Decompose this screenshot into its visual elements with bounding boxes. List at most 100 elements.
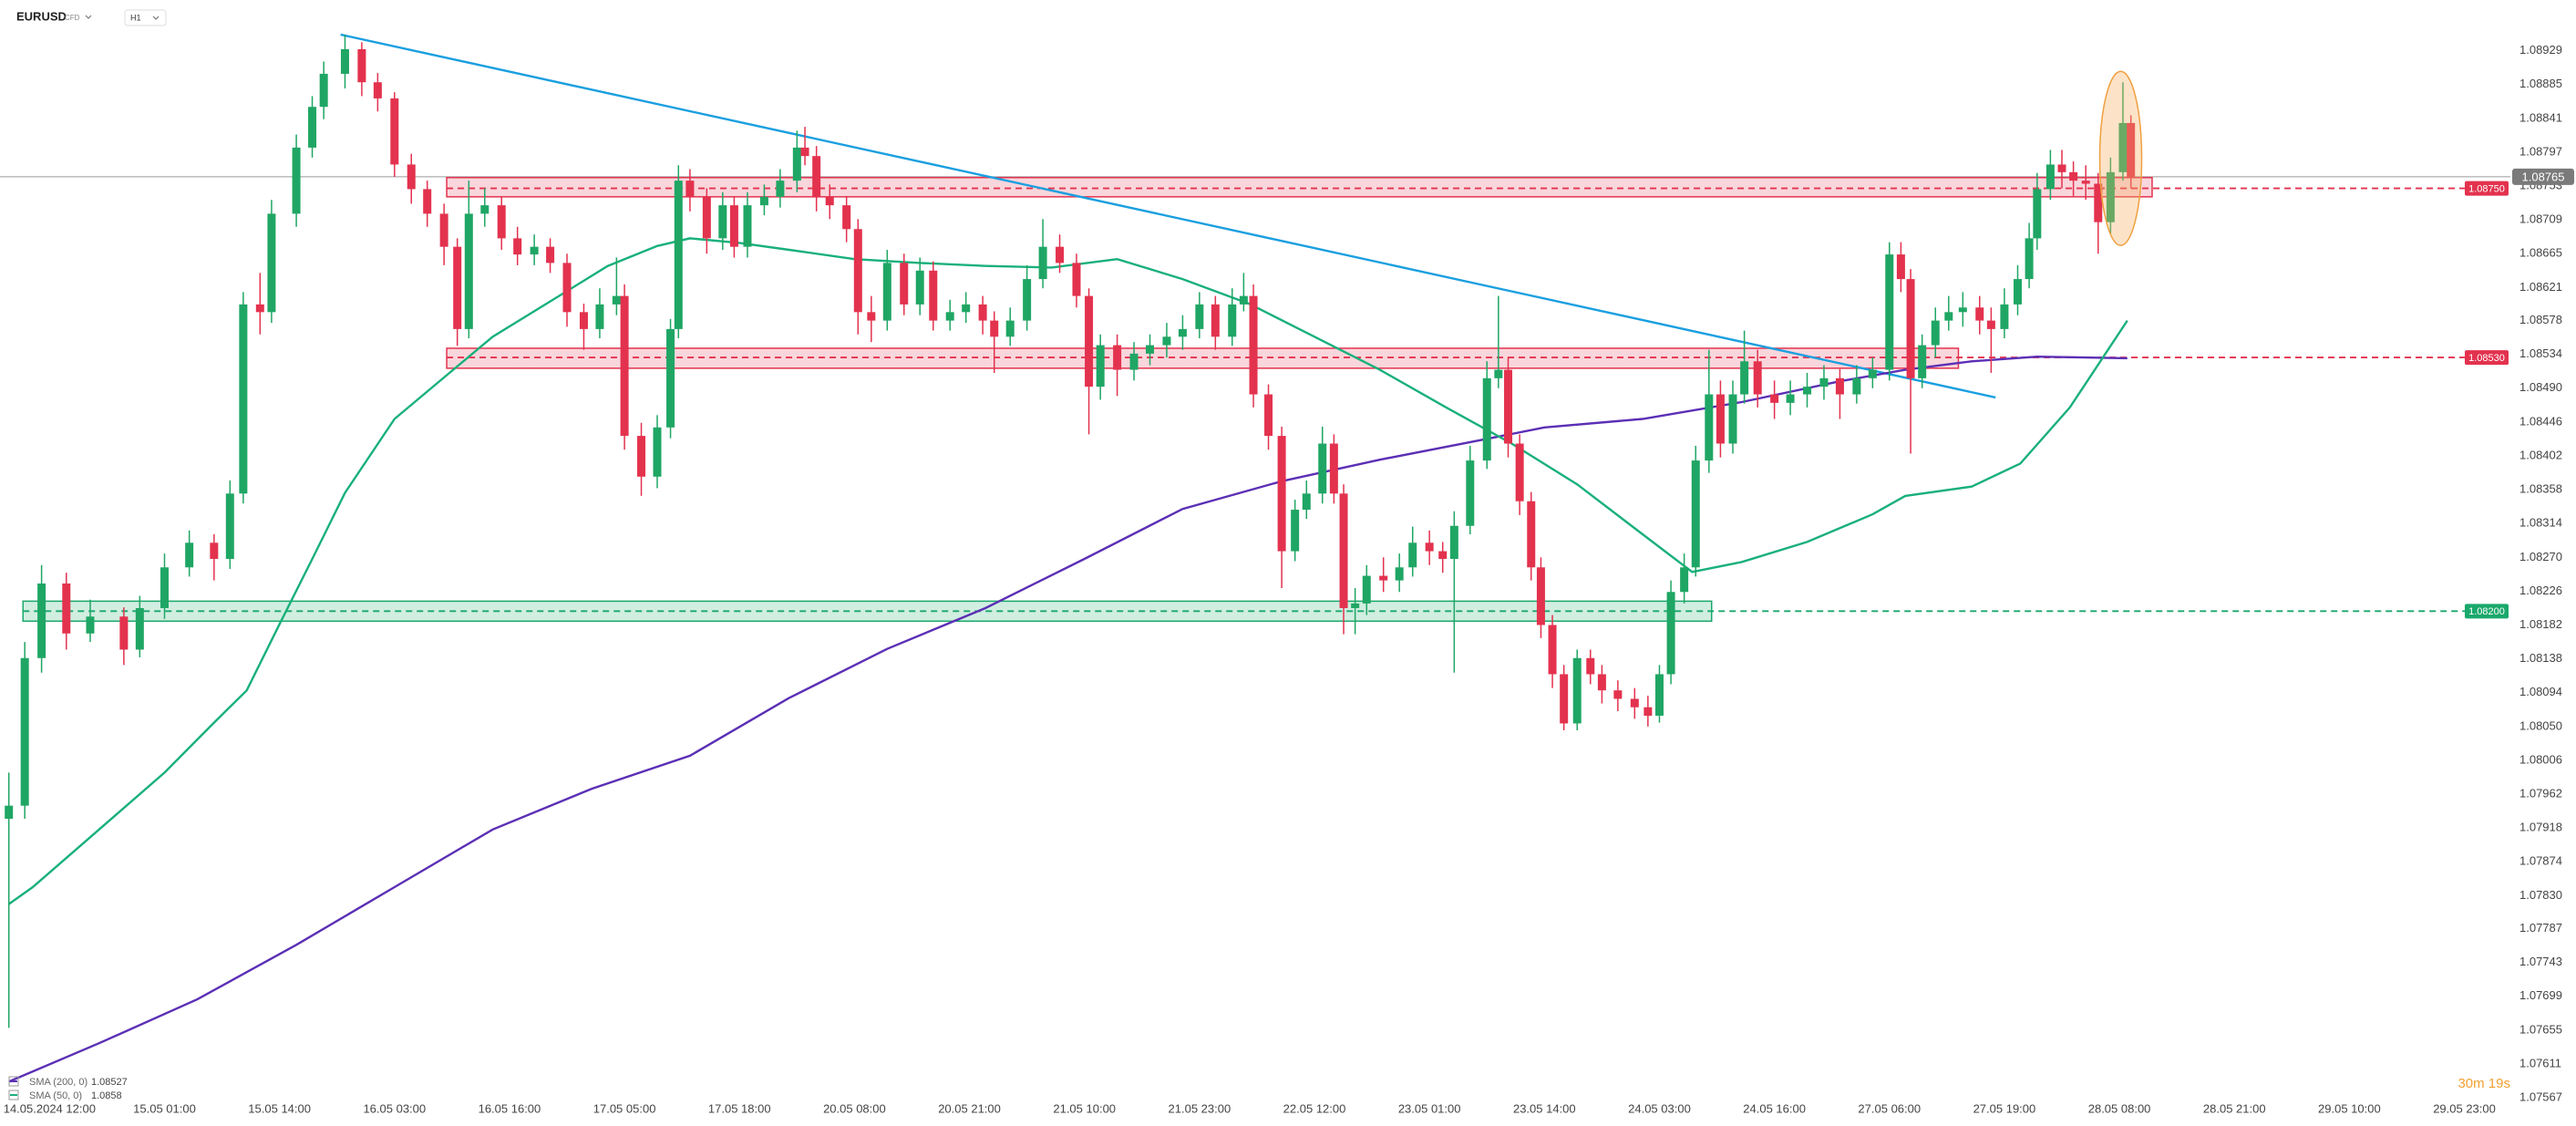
candle-body [1449,525,1458,559]
candle-body [729,205,738,247]
instrument-type: CFD [65,14,80,22]
level-badge [2465,604,2509,619]
y-tick-label: 1.08270 [2519,550,2562,563]
y-tick-label: 1.08797 [2519,144,2562,158]
candle-body [1770,394,1779,403]
candle-body [1975,307,1984,321]
candle-body [439,213,448,247]
timeframe[interactable]: H1 [130,13,141,22]
candle-body [685,181,695,197]
y-tick-label: 1.08138 [2519,651,2562,665]
candle-body [1740,361,1749,395]
candle-body [1868,369,1877,378]
candle-body [1691,460,1700,568]
y-tick-label: 1.08006 [2519,752,2562,766]
candle-body [2081,181,2090,184]
candle-body [637,436,646,477]
candle-body [1228,304,1237,337]
y-tick-label: 1.08094 [2519,685,2562,698]
y-tick-label: 1.07611 [2519,1056,2561,1069]
candle-body [1239,295,1248,305]
candle-body [1096,345,1105,387]
symbol-dropdown[interactable] [85,15,92,19]
candle-body [1918,345,1927,378]
candle-body [2033,189,2042,239]
legend-value: 1.0858 [91,1090,122,1101]
candle-body [1291,510,1300,552]
sma-line [8,355,2128,1083]
candle-body [978,304,987,321]
candle-body [530,246,539,255]
candle-body [1178,328,1187,337]
candle-body [1680,567,1689,593]
candle-body [1958,307,1967,313]
candle-body [1728,394,1737,444]
candle-body [1896,254,1905,280]
candle-body [20,657,29,806]
candle-body [702,196,711,239]
candle-body [1705,394,1714,461]
timeframe-dropdown[interactable] [152,15,160,20]
y-tick-label: 1.08841 [2519,110,2562,124]
candle-body [1379,575,1388,581]
candle-body [1753,361,1762,395]
candle-body [1302,493,1311,511]
candle-body [620,295,629,437]
candle-body [595,304,604,329]
candle-body [423,189,432,214]
candle-body [513,238,522,255]
candle-body [1666,592,1675,675]
x-tick-label: 22.05 12:00 [1283,1101,1346,1115]
candle-body [1944,312,1953,321]
candle-body [2013,279,2022,305]
candle-body [1362,575,1371,604]
candle-body [1195,304,1204,329]
candle-body [185,542,194,568]
candle-body [1129,353,1139,370]
candle-body [2057,164,2066,172]
candle-body [255,304,264,313]
candle-body [842,205,851,230]
last-price-badge [2512,168,2574,185]
countdown: 30m 19s [2458,1076,2510,1091]
y-tick-label: 1.07699 [2519,988,2562,1002]
level-badge [2465,350,2509,366]
candle-body [453,246,462,329]
candle-body [308,107,317,148]
candle-body [962,304,971,313]
y-tick-label: 1.08358 [2519,482,2562,496]
candle-body [1885,254,1894,370]
candle-body [800,147,809,157]
candle-body [1146,345,1155,354]
candle-body [1819,377,1829,387]
candle-body [666,328,675,428]
candle-body [373,82,382,98]
candle-body [292,147,301,214]
candle-body [357,48,366,83]
candle-body [1560,674,1569,724]
x-tick-label: 23.05 14:00 [1513,1101,1576,1115]
symbol[interactable]: EURUSD [16,9,67,23]
timeframe-button[interactable] [124,9,167,26]
candle-body [1852,377,1861,395]
candle-body [2069,171,2078,181]
candle-body [37,583,46,658]
highlight [2098,70,2143,246]
candle-body [160,567,169,608]
y-tick-label: 1.08314 [2519,516,2562,530]
x-tick-label: 16.05 16:00 [479,1101,541,1115]
candle-body [407,164,416,190]
y-tick-label: 1.08226 [2519,584,2562,597]
level-label: 1.08530 [2468,353,2505,364]
candle-body [2127,122,2136,177]
candle-body [340,48,349,74]
legend-name: SMA (50, 0) [29,1090,82,1101]
level-badge [2465,181,2509,196]
legend-name: SMA (200, 0) [29,1077,88,1088]
candle-body [464,213,473,329]
plot: 1.089291.088851.088411.087971.087531.087… [0,33,2562,1115]
candle-body [1986,320,1995,329]
x-tick-label: 17.05 18:00 [708,1101,771,1115]
y-tick-label: 1.07567 [2519,1090,2562,1104]
